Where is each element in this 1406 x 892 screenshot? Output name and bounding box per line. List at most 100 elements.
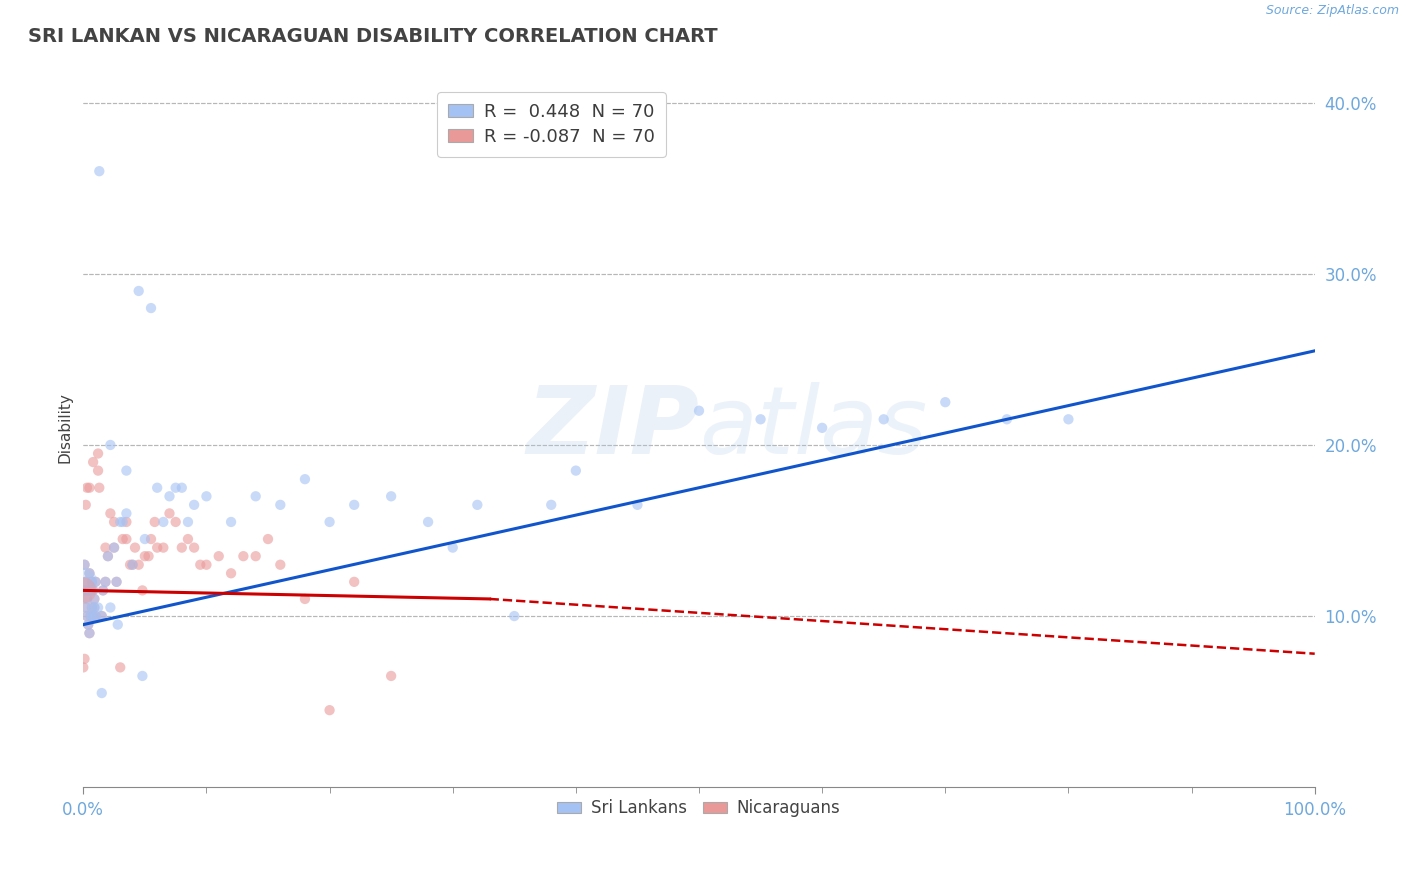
- Text: SRI LANKAN VS NICARAGUAN DISABILITY CORRELATION CHART: SRI LANKAN VS NICARAGUAN DISABILITY CORR…: [28, 27, 717, 45]
- Point: [79, 609, 101, 624]
- Point: [73, 583, 96, 598]
- Point: [170, 541, 193, 555]
- Point: [124, 541, 146, 555]
- Point: [91, 583, 114, 598]
- Point: [107, 617, 129, 632]
- Point: [77, 583, 100, 598]
- Point: [111, 515, 134, 529]
- Point: [103, 541, 125, 555]
- Point: [110, 660, 132, 674]
- Point: [73, 583, 96, 598]
- Point: [121, 558, 143, 572]
- Text: ZIP: ZIP: [526, 382, 699, 474]
- Point: [84, 609, 107, 624]
- Point: [159, 489, 181, 503]
- Point: [146, 481, 169, 495]
- Point: [232, 549, 254, 564]
- Point: [73, 652, 96, 666]
- Point: [195, 558, 218, 572]
- Point: [100, 438, 122, 452]
- Point: [79, 566, 101, 581]
- Point: [165, 481, 187, 495]
- Point: [94, 541, 117, 555]
- Point: [90, 609, 112, 624]
- Point: [79, 626, 101, 640]
- Point: [245, 549, 267, 564]
- Point: [72, 660, 94, 674]
- Point: [1057, 412, 1080, 426]
- Point: [294, 472, 316, 486]
- Point: [995, 412, 1018, 426]
- Point: [245, 489, 267, 503]
- Point: [143, 515, 166, 529]
- Point: [79, 566, 101, 581]
- Point: [131, 583, 153, 598]
- Point: [83, 591, 105, 606]
- Point: [80, 600, 103, 615]
- Point: [80, 574, 103, 589]
- Point: [131, 669, 153, 683]
- Point: [100, 600, 122, 615]
- Point: [146, 541, 169, 555]
- Point: [115, 515, 138, 529]
- Point: [75, 574, 97, 589]
- Point: [811, 421, 834, 435]
- Point: [76, 481, 98, 495]
- Point: [134, 532, 156, 546]
- Point: [100, 507, 122, 521]
- Point: [128, 558, 150, 572]
- Point: [294, 591, 316, 606]
- Point: [105, 574, 128, 589]
- Text: Source: ZipAtlas.com: Source: ZipAtlas.com: [1265, 4, 1399, 18]
- Point: [503, 609, 526, 624]
- Legend: Sri Lankans, Nicaraguans: Sri Lankans, Nicaraguans: [550, 791, 849, 826]
- Point: [219, 515, 242, 529]
- Point: [165, 515, 187, 529]
- Point: [97, 549, 120, 564]
- Point: [72, 583, 94, 598]
- Point: [103, 541, 125, 555]
- Point: [159, 507, 181, 521]
- Point: [77, 617, 100, 632]
- Point: [152, 515, 174, 529]
- Point: [80, 574, 103, 589]
- Point: [77, 617, 100, 632]
- Point: [115, 532, 138, 546]
- Point: [110, 515, 132, 529]
- Point: [183, 541, 205, 555]
- Point: [120, 558, 142, 572]
- Point: [83, 591, 105, 606]
- Point: [183, 498, 205, 512]
- Point: [97, 549, 120, 564]
- Point: [441, 541, 464, 555]
- Point: [195, 489, 218, 503]
- Point: [873, 412, 896, 426]
- Point: [75, 600, 97, 615]
- Point: [380, 489, 402, 503]
- Point: [82, 455, 104, 469]
- Point: [134, 549, 156, 564]
- Point: [219, 566, 242, 581]
- Point: [73, 558, 96, 572]
- Point: [76, 591, 98, 606]
- Y-axis label: Disability: Disability: [58, 392, 72, 463]
- Point: [76, 591, 98, 606]
- Point: [83, 600, 105, 615]
- Point: [269, 498, 291, 512]
- Point: [79, 481, 101, 495]
- Point: [87, 446, 110, 460]
- Point: [565, 464, 588, 478]
- Text: atlas: atlas: [699, 383, 927, 474]
- Point: [121, 558, 143, 572]
- Point: [318, 515, 340, 529]
- Point: [87, 600, 110, 615]
- Point: [82, 609, 104, 624]
- Point: [128, 284, 150, 298]
- Point: [84, 609, 107, 624]
- Point: [75, 574, 97, 589]
- Point: [79, 626, 101, 640]
- Point: [103, 515, 125, 529]
- Point: [83, 600, 105, 615]
- Point: [380, 669, 402, 683]
- Point: [318, 703, 340, 717]
